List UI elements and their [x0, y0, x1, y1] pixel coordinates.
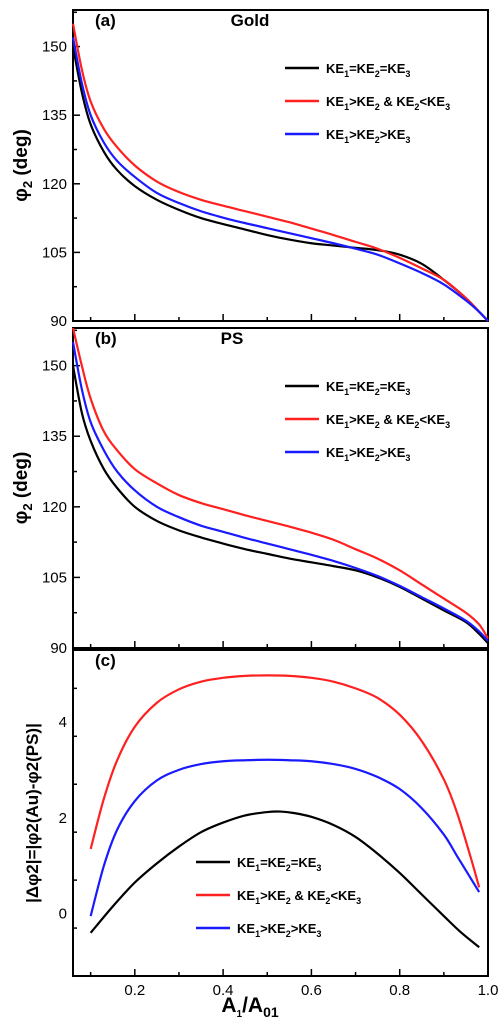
panel-label: (b): [95, 329, 117, 348]
panel-c: 0 2 4 0.2 0.4 0.6 0.8 1.0 (c) |Δφ2|=|φ2(Au)-φ2(PS…: [23, 649, 499, 999]
panel-label: (a): [95, 11, 116, 30]
series-line-2: [71, 327, 489, 640]
panel-a: 90 105 120 135 150 (a) Gold φ2 (deg) KE1=KE2=KE3…: [11, 9, 489, 330]
series-line-2: [71, 23, 489, 322]
panel-title: PS: [221, 329, 244, 348]
panel-title: Gold: [231, 11, 270, 30]
legend-entry-1: KE1=KE2=KE3: [237, 855, 321, 873]
y-axis-title: φ2 (deg): [11, 452, 35, 525]
x-tick-label: 1.0: [478, 982, 499, 999]
y-axis-title: φ2 (deg): [11, 129, 35, 202]
legend-entry-1: KE1=KE2=KE3: [326, 379, 410, 397]
y-tick-label: 120: [42, 499, 67, 516]
series-line-3: [71, 37, 489, 322]
x-tick-label: 0.6: [301, 982, 322, 999]
y-tick-label: 105: [42, 569, 67, 586]
series-line-1: [71, 46, 489, 322]
y-tick-label: 150: [42, 358, 67, 375]
series-line-1: [89, 810, 480, 949]
plot-frame: [72, 649, 489, 977]
y-tick-label: 120: [42, 176, 67, 193]
panel-b: 90 105 120 135 150 (b) PS φ2 (deg) KE1=KE2=KE3 KE…: [11, 327, 489, 657]
y-tick-label: 135: [42, 428, 67, 445]
legend-entry-3: KE1>KE2>KE3: [237, 921, 321, 939]
legend-entry-3: KE1>KE2>KE3: [326, 445, 410, 463]
series-line-1: [71, 365, 489, 645]
y-tick-label: 0: [59, 906, 67, 923]
y-tick-label: 4: [59, 714, 67, 731]
x-tick-label: 0.2: [124, 982, 145, 999]
y-tick-label: 135: [42, 107, 67, 124]
y-tick-label: 2: [59, 810, 67, 827]
legend-entry-1: KE1=KE2=KE3: [326, 61, 410, 79]
y-tick-label: 90: [50, 313, 67, 330]
x-tick-label: 0.8: [389, 982, 410, 999]
panel-label: (c): [95, 651, 116, 670]
series-line-3: [89, 758, 481, 917]
legend-entry-2: KE1>KE2 & KE2<KE3: [326, 94, 450, 112]
series-line-2: [89, 674, 481, 888]
y-tick-label: 105: [42, 244, 67, 261]
legend-entry-2: KE1>KE2 & KE2<KE3: [237, 888, 361, 906]
y-tick-label: 90: [50, 640, 67, 657]
x-tick-label: 0.4: [213, 982, 234, 999]
y-tick-label: 150: [42, 39, 67, 56]
plot-frame: [72, 9, 489, 322]
y-axis-title: |Δφ2|=|φ2(Au)-φ2(PS)|: [23, 723, 42, 903]
legend-entry-3: KE1>KE2>KE3: [326, 127, 410, 145]
legend-entry-2: KE1>KE2 & KE2<KE3: [326, 412, 450, 430]
series-line-3: [71, 341, 489, 642]
x-axis-title: A1/A01: [221, 994, 279, 1020]
plot-frame: [72, 327, 489, 649]
